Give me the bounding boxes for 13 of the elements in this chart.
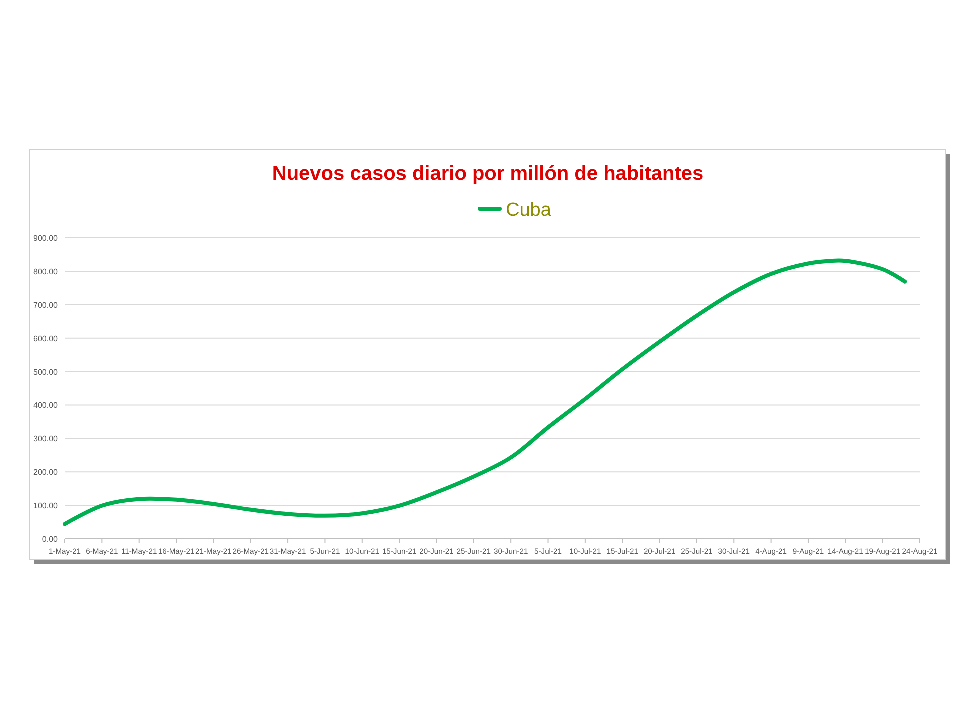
y-tick-label: 100.00 xyxy=(34,502,59,511)
chart-title: Nuevos casos diario por millón de habitantes xyxy=(272,163,704,185)
y-tick-label: 400.00 xyxy=(34,401,59,410)
line-series xyxy=(63,258,908,526)
y-tick-label: 600.00 xyxy=(34,334,59,344)
y-tick-label: 500.00 xyxy=(34,368,59,377)
legend-label: Cuba xyxy=(506,200,552,221)
y-tick-label: 800.00 xyxy=(34,267,59,276)
y-tick-label: 900.00 xyxy=(34,234,59,243)
y-tick-label: 300.00 xyxy=(34,434,59,444)
y-tick-label: 0.00 xyxy=(42,535,59,544)
y-tick-label: 700.00 xyxy=(34,300,59,310)
y-tick-label: 200.00 xyxy=(34,468,59,478)
